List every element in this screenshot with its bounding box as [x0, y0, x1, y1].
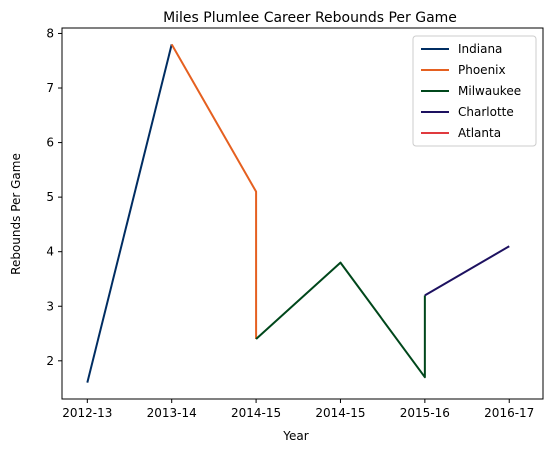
x-tick-label: 2012-13 — [62, 406, 112, 420]
legend-label: Indiana — [458, 42, 502, 56]
y-tick-label: 8 — [46, 26, 54, 40]
x-tick-label: 2015-16 — [400, 406, 450, 420]
series-line-phoenix — [170, 43, 258, 339]
y-axis: 2 3 4 5 6 7 8 — [46, 26, 62, 368]
y-tick-label: 5 — [46, 190, 54, 204]
legend-label: Atlanta — [458, 126, 501, 140]
y-tick-label: 3 — [46, 299, 54, 313]
series-lines — [86, 43, 510, 383]
x-axis-title: Year — [282, 429, 308, 443]
y-tick-label: 2 — [46, 354, 54, 368]
x-tick-label: 2016-17 — [484, 406, 534, 420]
y-tick-label: 7 — [46, 81, 54, 95]
y-tick-label: 6 — [46, 136, 54, 150]
series-line-indiana — [86, 44, 173, 383]
series-line-charlotte — [424, 245, 510, 297]
legend: Indiana Phoenix Milwaukee Charlotte Atlanta — [412, 35, 537, 147]
series-line-milwaukee — [255, 261, 426, 379]
legend-box — [412, 35, 537, 147]
y-tick-label: 4 — [46, 245, 54, 259]
chart-title: Miles Plumlee Career Rebounds Per Game — [163, 10, 457, 26]
x-tick-label: 2014-15 — [315, 406, 365, 420]
y-axis-title: Rebounds Per Game — [9, 153, 23, 275]
legend-label: Charlotte — [458, 105, 514, 119]
legend-label: Milwaukee — [458, 84, 521, 98]
x-tick-label: 2014-15 — [231, 406, 281, 420]
plot-area — [61, 27, 544, 400]
x-tick-label: 2013-14 — [147, 406, 197, 420]
legend-label: Phoenix — [458, 63, 506, 77]
x-axis: 2012-13 2013-14 2014-15 2014-15 2015-16 2016-… — [62, 399, 534, 420]
